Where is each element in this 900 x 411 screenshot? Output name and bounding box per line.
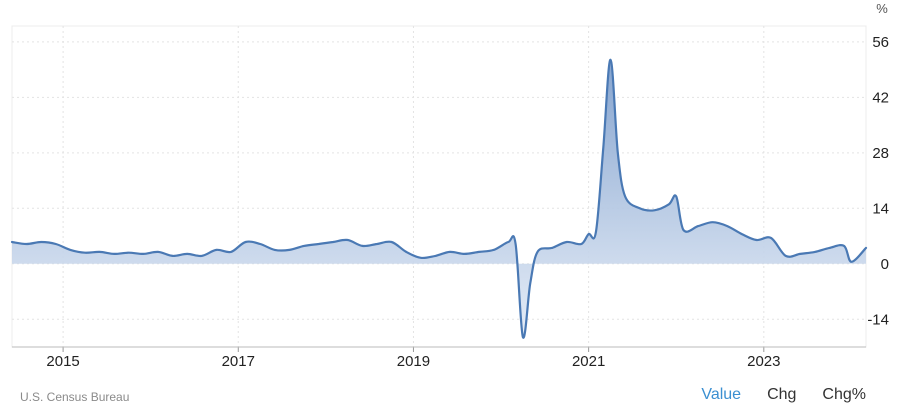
tab-value[interactable]: Value (701, 386, 742, 403)
y-tick-label: 28 (872, 145, 889, 162)
source-credit: U.S. Census Bureau (20, 390, 130, 404)
plot-frame (11, 25, 867, 348)
y-tick-label: 42 (872, 89, 889, 106)
y-tick-label: 14 (872, 200, 889, 217)
x-tick-label: 2021 (572, 353, 605, 370)
grid (11, 25, 867, 348)
x-tick-label: 2019 (397, 353, 430, 370)
series-area-fill (12, 59, 866, 338)
y-tick-label: 56 (872, 34, 889, 51)
y-tick-label: -14 (867, 311, 889, 328)
x-tick-label: 2023 (747, 353, 780, 370)
y-unit-label: % (876, 1, 888, 16)
x-tick-label: 2017 (222, 353, 255, 370)
tab-chg-pct[interactable]: Chg% (822, 386, 866, 403)
y-tick-label: 0 (881, 256, 889, 273)
x-tick-label: 2015 (46, 353, 79, 370)
data-area (10, 58, 868, 339)
view-tabs: Value Chg Chg% (701, 386, 866, 404)
series-line (10, 58, 868, 339)
tab-chg[interactable]: Chg (767, 386, 797, 403)
axes: 56 42 28 14 0 -14 2015 2017 2019 2021 2023 (12, 34, 889, 370)
